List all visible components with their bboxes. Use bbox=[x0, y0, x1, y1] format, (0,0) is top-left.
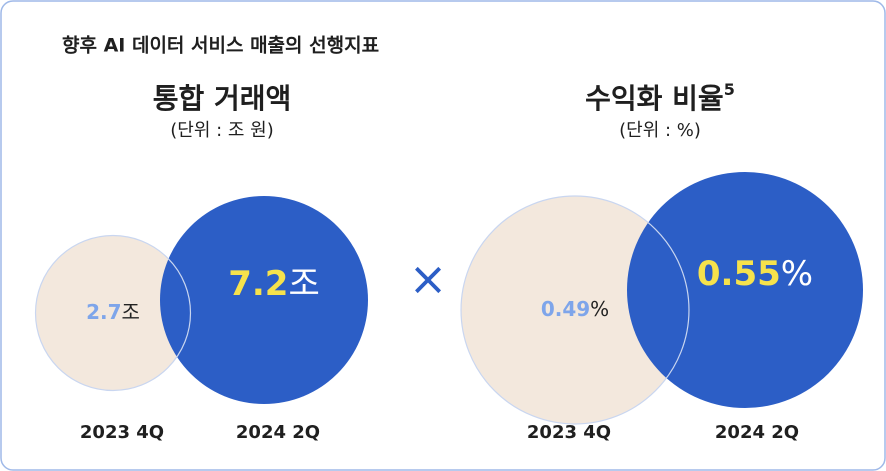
chart-title: 통합 거래액 bbox=[153, 82, 292, 115]
value-label: 0.55% bbox=[697, 254, 813, 294]
bubble bbox=[627, 172, 863, 408]
bubble bbox=[160, 196, 368, 404]
footnote: 5 bbox=[724, 80, 735, 99]
category-label: 2024 2Q bbox=[236, 422, 320, 443]
value: 2.7 bbox=[86, 300, 121, 324]
unit: 조 bbox=[288, 264, 319, 304]
category-label: 2023 4Q bbox=[527, 422, 611, 443]
unit: % bbox=[781, 254, 813, 294]
value: 0.55 bbox=[697, 254, 781, 294]
unit: 조 bbox=[122, 300, 140, 324]
value-label: 2.7조 bbox=[86, 300, 140, 324]
chart-title-text: 통합 거래액 bbox=[153, 82, 292, 115]
bubble bbox=[35, 235, 191, 391]
category-label: 2024 2Q bbox=[715, 422, 799, 443]
operator: × bbox=[409, 252, 448, 306]
value: 7.2 bbox=[228, 264, 288, 304]
chart-subtitle: (단위 : 조 원) bbox=[170, 120, 274, 141]
value: 0.49 bbox=[541, 297, 590, 321]
chart-title: 수익화 비율5 bbox=[585, 80, 735, 116]
chart-title-text: 수익화 비율 bbox=[585, 82, 724, 115]
bubble-outline bbox=[460, 195, 690, 425]
unit: % bbox=[590, 297, 609, 321]
bubble-outline bbox=[34, 234, 192, 392]
value-label: 7.2조 bbox=[228, 264, 320, 304]
value-label: 0.49% bbox=[541, 297, 609, 321]
category-label: 2023 4Q bbox=[80, 422, 164, 443]
bubble bbox=[461, 196, 689, 424]
heading: 향후 AI 데이터 서비스 매출의 선행지표 bbox=[62, 35, 379, 57]
chart-subtitle: (단위 : %) bbox=[619, 120, 701, 141]
